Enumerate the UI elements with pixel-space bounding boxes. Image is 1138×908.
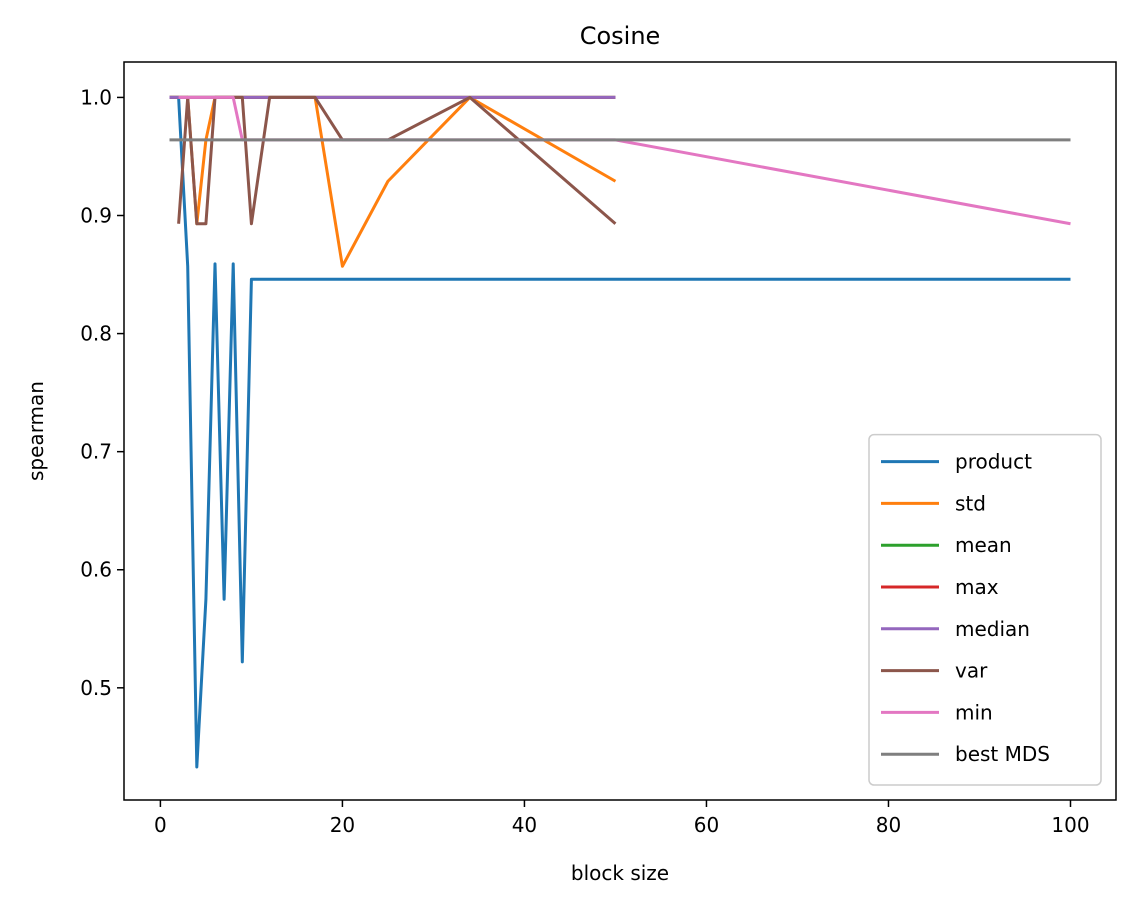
y-tick-label: 0.7 [80, 440, 112, 464]
x-tick-label: 40 [512, 813, 537, 837]
chart-title: Cosine [580, 22, 661, 50]
legend-label-var: var [955, 659, 988, 683]
x-axis-ticks: 0 20 40 60 80 100 [154, 800, 1090, 837]
x-tick-label: 0 [154, 813, 167, 837]
y-tick-label: 0.8 [80, 322, 112, 346]
x-tick-label: 100 [1051, 813, 1089, 837]
x-axis-label: block size [571, 861, 669, 885]
y-tick-label: 0.9 [80, 204, 112, 228]
legend-label-product: product [955, 450, 1032, 474]
x-tick-label: 20 [330, 813, 355, 837]
legend-label-mean: mean [955, 533, 1012, 557]
legend-label-min: min [955, 700, 993, 724]
series-layer [169, 95, 1071, 769]
legend-frame [868, 433, 1102, 786]
y-tick-label: 0.6 [80, 558, 112, 582]
legend-label-best-mds: best MDS [955, 742, 1050, 766]
y-axis-label: spearman [24, 381, 48, 481]
legend-label-std: std [955, 491, 986, 515]
legend-label-max: max [955, 575, 999, 599]
legend: product std mean max median var min best MDS [868, 433, 1102, 786]
x-tick-label: 60 [694, 813, 719, 837]
x-tick-label: 80 [876, 813, 901, 837]
y-tick-label: 1.0 [80, 85, 112, 109]
series-line-product [169, 95, 1071, 769]
axes-frame [123, 61, 1117, 801]
y-axis-ticks: 0.5 0.6 0.7 0.8 0.9 1.0 [80, 85, 124, 700]
y-tick-label: 0.5 [80, 676, 112, 700]
legend-label-median: median [955, 617, 1030, 641]
